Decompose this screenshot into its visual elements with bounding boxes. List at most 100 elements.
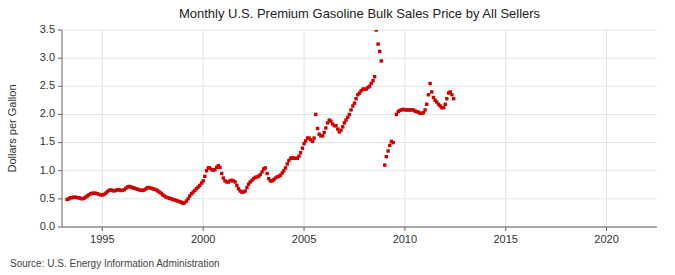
grid bbox=[62, 30, 657, 227]
point bbox=[425, 103, 428, 106]
point bbox=[354, 97, 357, 100]
point bbox=[314, 113, 317, 116]
y-grid-line bbox=[62, 30, 657, 31]
point bbox=[427, 93, 430, 96]
x-grid-line bbox=[203, 30, 204, 227]
point bbox=[386, 149, 389, 152]
point bbox=[311, 140, 314, 143]
point bbox=[452, 97, 455, 100]
point bbox=[312, 136, 315, 139]
point bbox=[423, 108, 426, 111]
point bbox=[284, 166, 287, 169]
point bbox=[220, 172, 223, 175]
y-grid-line bbox=[62, 58, 657, 59]
y-tick-label: 1.0 bbox=[40, 164, 55, 176]
y-tick bbox=[58, 227, 62, 228]
point bbox=[299, 151, 302, 154]
y-tick-label: 2.0 bbox=[40, 107, 55, 119]
point bbox=[391, 141, 394, 144]
point bbox=[265, 172, 268, 175]
point bbox=[371, 79, 374, 82]
point bbox=[203, 175, 206, 178]
y-tick bbox=[58, 58, 62, 59]
annotation: Source: U.S. Energy Information Administ… bbox=[10, 258, 220, 269]
point bbox=[376, 42, 379, 45]
point bbox=[450, 93, 453, 96]
point bbox=[334, 124, 337, 127]
point bbox=[297, 154, 300, 157]
y-tick bbox=[58, 86, 62, 87]
point bbox=[375, 30, 378, 32]
point bbox=[339, 128, 342, 131]
point bbox=[353, 101, 356, 104]
point bbox=[233, 180, 236, 183]
point bbox=[428, 82, 431, 85]
point bbox=[243, 189, 246, 192]
y-tick-label: 3.0 bbox=[40, 51, 55, 63]
x-tick-label: 2020 bbox=[594, 233, 618, 245]
point bbox=[388, 144, 391, 147]
point bbox=[235, 184, 238, 187]
y-axis-line bbox=[62, 30, 63, 227]
point bbox=[286, 162, 289, 165]
x-tick-label: 2000 bbox=[191, 233, 215, 245]
point bbox=[380, 59, 383, 62]
point bbox=[444, 103, 447, 106]
point bbox=[201, 179, 204, 182]
x-grid-line bbox=[505, 30, 506, 227]
y-tick bbox=[58, 170, 62, 171]
y-grid-line bbox=[62, 114, 657, 115]
x-grid-line bbox=[404, 30, 405, 227]
x-grid-line bbox=[304, 30, 305, 227]
point bbox=[373, 75, 376, 78]
point bbox=[385, 155, 388, 158]
point bbox=[324, 126, 327, 129]
y-grid-line bbox=[62, 170, 657, 171]
y-tick bbox=[58, 114, 62, 115]
point bbox=[301, 147, 304, 150]
point bbox=[430, 90, 433, 93]
x-axis-line bbox=[62, 227, 657, 228]
x-tick-label: 2005 bbox=[292, 233, 316, 245]
y-tick bbox=[58, 30, 62, 31]
x-tick-label: 1995 bbox=[90, 233, 114, 245]
point bbox=[323, 131, 326, 134]
point bbox=[442, 106, 445, 109]
x-grid-line bbox=[102, 30, 103, 227]
y-grid-line bbox=[62, 86, 657, 87]
point bbox=[316, 127, 319, 130]
y-tick-label: 1.5 bbox=[40, 135, 55, 147]
x-tick bbox=[505, 227, 506, 231]
point bbox=[341, 125, 344, 128]
axes: 0.0 0.5 1.0 1.5 2.0 2.5 3.0 3.5 1995 2000 2005 2010… bbox=[40, 23, 657, 245]
y-tick-label: 0.0 bbox=[40, 220, 55, 232]
point bbox=[349, 108, 352, 111]
points bbox=[65, 30, 455, 205]
x-tick bbox=[404, 227, 405, 231]
x-tick bbox=[203, 227, 204, 231]
point bbox=[218, 166, 221, 169]
point bbox=[383, 163, 386, 166]
x-tick-label: 2010 bbox=[393, 233, 417, 245]
point bbox=[378, 50, 381, 53]
y-tick bbox=[58, 142, 62, 143]
y-tick bbox=[58, 198, 62, 199]
y-tick-label: 0.5 bbox=[40, 192, 55, 204]
chart: 0.0 0.5 1.0 1.5 2.0 2.5 3.0 3.5 1995 2000 2005 2010… bbox=[0, 0, 675, 275]
title: Monthly U.S. Premium Gasoline Bulk Sales… bbox=[179, 6, 541, 21]
point bbox=[321, 134, 324, 137]
point bbox=[245, 186, 248, 189]
point bbox=[264, 166, 267, 169]
point bbox=[445, 97, 448, 100]
y-grid-line bbox=[62, 142, 657, 143]
y-tick-label: 3.5 bbox=[40, 23, 55, 35]
x-tick bbox=[304, 227, 305, 231]
x-tick bbox=[102, 227, 103, 231]
x-grid-line bbox=[606, 30, 607, 227]
y-grid-line bbox=[62, 198, 657, 199]
x-tick-label: 2015 bbox=[493, 233, 517, 245]
y-tick-label: 2.5 bbox=[40, 79, 55, 91]
point bbox=[348, 113, 351, 116]
x-tick bbox=[606, 227, 607, 231]
y-grid-line bbox=[62, 227, 657, 228]
